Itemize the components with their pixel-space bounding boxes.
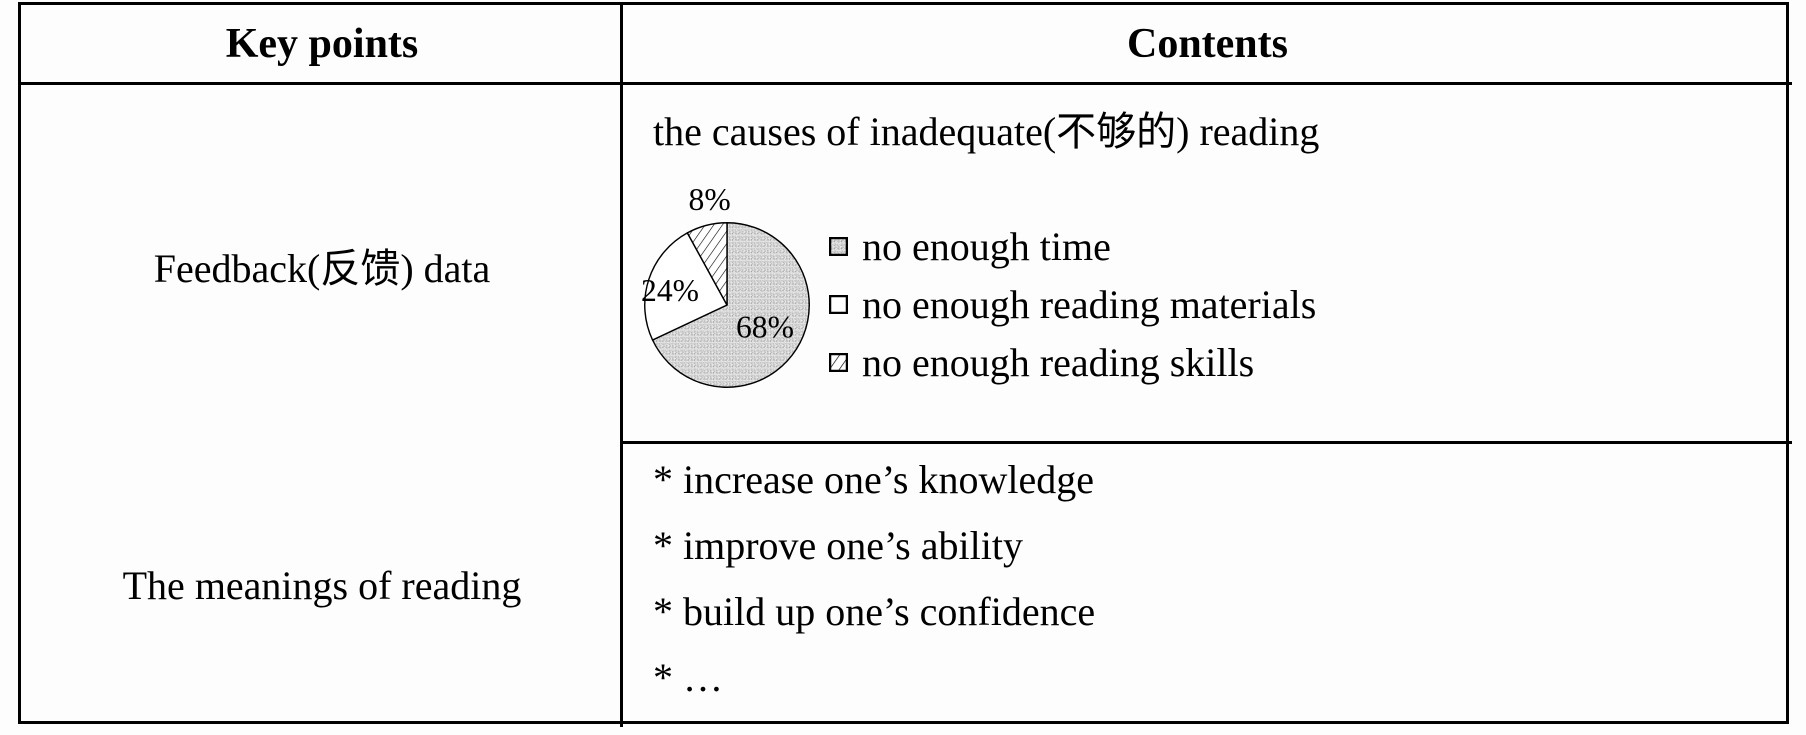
svg-text:8%: 8% [689, 182, 731, 217]
svg-text:68%: 68% [736, 309, 794, 344]
svg-text:24%: 24% [641, 273, 699, 308]
